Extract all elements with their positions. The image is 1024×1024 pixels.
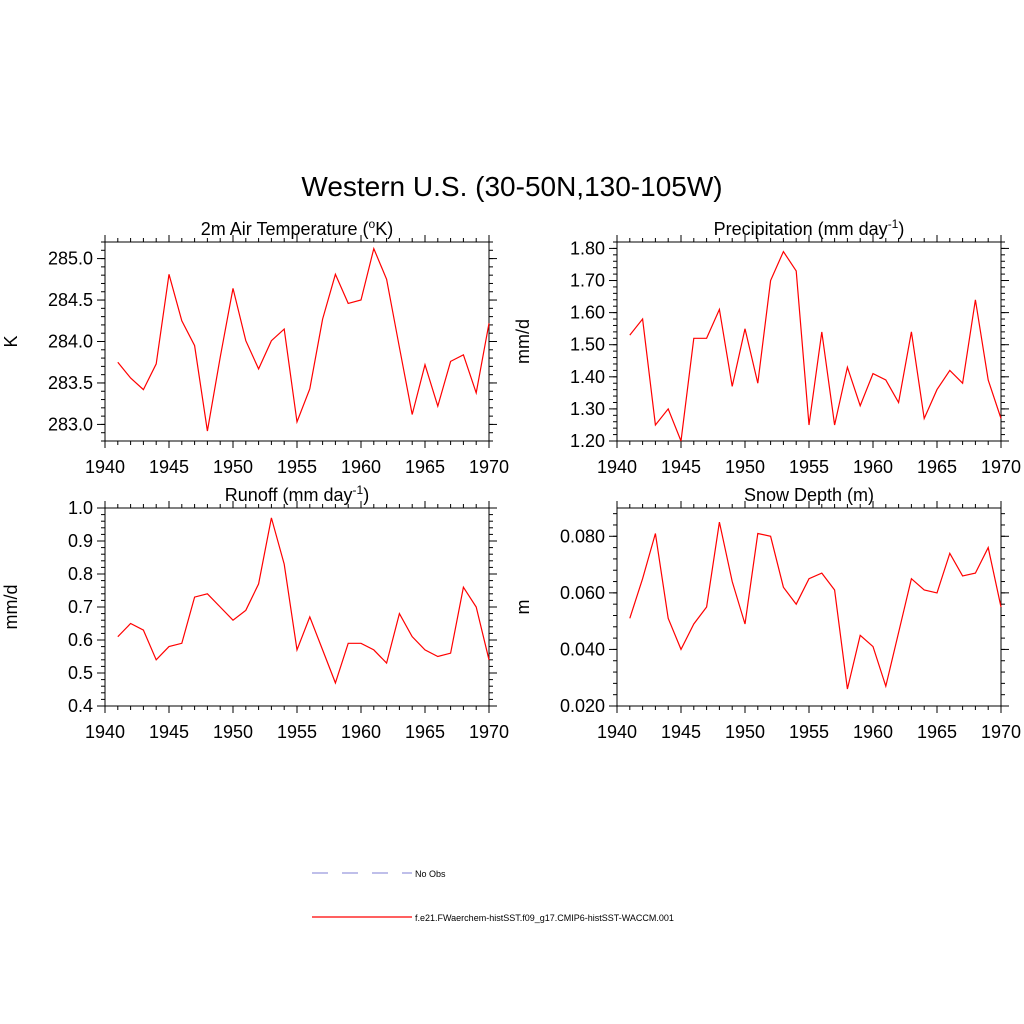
panel-4: Snow Depth (m) 1940 1945 1950 1955 1960 1965 19… [513,485,1021,742]
panel-2: Precipitation (mm day-1) 1940 1945 1950 1955… [513,217,1021,477]
series-line [117,246,490,432]
y-tick-label: 0.060 [560,583,605,603]
y-tick-label: 0.7 [68,597,93,617]
y-tick-label: 1.80 [570,238,605,258]
y-tick-label: 0.4 [68,696,93,716]
x-tick-label: 1950 [725,457,765,477]
x-tick-label: 1950 [725,722,765,742]
y-tick-label: 0.040 [560,639,605,659]
y-tick-label: 1.70 [570,271,605,291]
y-tick-label: 1.40 [570,367,605,387]
plot-frame [616,507,1002,707]
y-tick-label: 0.080 [560,526,605,546]
x-tick-label: 1945 [661,457,701,477]
x-tick-label: 1960 [853,722,893,742]
panel-3: Runoff (mm day-1) 1940 1945 1950 1955 1960 196… [1,483,509,742]
legend: No Obs f.e21.FWaerchem-histSST.f09_g17.CM… [312,869,674,923]
x-tick-label: 1970 [981,722,1021,742]
x-tick-label: 1955 [789,457,829,477]
panel-title: Snow Depth (m) [744,485,874,505]
x-tick-label: 1965 [917,722,957,742]
plot-frame [104,241,490,442]
y-tick-label: 284.0 [48,332,93,352]
panel-title: 2m Air Temperature (oK) [201,217,393,239]
y-tick-label: 0.020 [560,696,605,716]
y-axis-label: K [1,335,21,347]
y-tick-label: 1.50 [570,335,605,355]
panel-title: Runoff (mm day-1) [225,483,369,505]
x-tick-label: 1940 [85,722,125,742]
x-tick-label: 1970 [981,457,1021,477]
series-line [629,521,1002,690]
x-tick-label: 1940 [597,457,637,477]
y-tick-label: 1.0 [68,498,93,518]
x-tick-label: 1970 [469,722,509,742]
x-tick-label: 1965 [917,457,957,477]
y-tick-label: 0.8 [68,564,93,584]
x-tick-label: 1940 [597,722,637,742]
x-tick-label: 1955 [277,457,317,477]
x-tick-label: 1950 [213,457,253,477]
panels: 2m Air Temperature (oK) 1940 1945 1950 1955 1… [1,217,1021,742]
x-tick-label: 1965 [405,457,445,477]
x-tick-label: 1945 [149,722,189,742]
y-axis-label: mm/d [513,319,533,364]
y-tick-label: 1.20 [570,431,605,451]
y-axis-label: mm/d [1,585,21,630]
legend-label: f.e21.FWaerchem-histSST.f09_g17.CMIP6-hi… [415,913,674,923]
x-tick-label: 1965 [405,722,445,742]
y-tick-label: 285.0 [48,249,93,269]
y-tick-label: 283.0 [48,414,93,434]
x-tick-label: 1940 [85,457,125,477]
x-tick-label: 1945 [661,722,701,742]
y-tick-label: 1.30 [570,399,605,419]
panel-title: Precipitation (mm day-1) [714,217,905,239]
panel-1: 2m Air Temperature (oK) 1940 1945 1950 1955 1… [1,217,509,477]
figure-title: Western U.S. (30-50N,130-105W) [301,171,722,202]
x-tick-label: 1960 [341,722,381,742]
y-tick-label: 1.60 [570,303,605,323]
x-tick-label: 1970 [469,457,509,477]
y-tick-label: 0.6 [68,630,93,650]
x-tick-label: 1955 [789,722,829,742]
plot-frame [616,241,1002,442]
y-tick-label: 284.5 [48,290,93,310]
series-line [117,517,490,685]
y-axis-label: m [513,600,533,615]
x-tick-label: 1960 [341,457,381,477]
y-tick-label: 0.5 [68,663,93,683]
plot-frame [104,507,490,707]
x-tick-label: 1955 [277,722,317,742]
x-tick-label: 1945 [149,457,189,477]
y-tick-label: 0.9 [68,531,93,551]
x-tick-label: 1950 [213,722,253,742]
y-tick-label: 283.5 [48,373,93,393]
legend-label: No Obs [415,869,446,879]
x-tick-label: 1960 [853,457,893,477]
series-line [629,250,1002,442]
